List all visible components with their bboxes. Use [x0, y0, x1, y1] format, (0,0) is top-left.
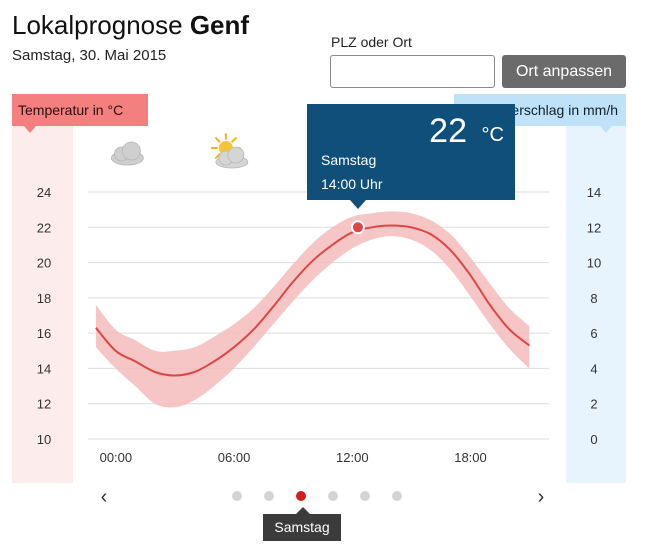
cloud-icon: [111, 141, 144, 166]
precipitation-tick-label: 2: [590, 397, 597, 412]
title-city: Genf: [189, 10, 250, 40]
time-tick-label: 00:00: [100, 450, 133, 465]
precipitation-tick-label: 12: [587, 220, 601, 235]
pagination-dot[interactable]: [232, 491, 242, 501]
temperature-tick-label: 22: [37, 220, 51, 235]
next-day-button[interactable]: ›: [537, 486, 545, 508]
temperature-tick-label: 12: [37, 397, 51, 412]
day-label-pointer: [296, 507, 310, 514]
change-location-button[interactable]: Ort anpassen: [502, 55, 626, 88]
forecast-date: Samstag, 30. Mai 2015: [12, 47, 167, 64]
title-prefix: Lokalprognose: [12, 10, 183, 40]
temperature-tooltip: 22 °C Samstag 14:00 Uhr: [307, 104, 515, 200]
precipitation-tab-pointer: [600, 126, 612, 133]
precipitation-tick-label: 8: [590, 291, 597, 306]
temperature-tick-label: 24: [37, 185, 51, 200]
temperature-tick-label: 10: [37, 432, 51, 447]
precipitation-axis-band: [566, 126, 626, 483]
tooltip-day: Samstag: [321, 152, 377, 168]
time-tick-label: 12:00: [336, 450, 369, 465]
precipitation-tick-label: 4: [590, 361, 597, 376]
tooltip-temperature-unit: °C: [481, 124, 504, 146]
pagination-dot[interactable]: [360, 491, 370, 501]
temperature-tab-pointer: [24, 126, 36, 133]
tooltip-pointer: [350, 200, 366, 209]
temperature-tick-label: 18: [37, 291, 51, 306]
pagination-dot[interactable]: [264, 491, 274, 501]
previous-day-button[interactable]: ‹: [100, 486, 108, 508]
pagination-dot[interactable]: [328, 491, 338, 501]
tooltip-temperature-value: 22: [429, 112, 467, 150]
location-input[interactable]: [330, 55, 495, 88]
temperature-line: [95, 224, 530, 377]
temperature-axis-band: [12, 126, 73, 483]
precipitation-tick-label: 14: [587, 185, 601, 200]
page-title: Lokalprognose Genf: [12, 10, 249, 41]
precipitation-tick-label: 6: [590, 326, 597, 341]
precipitation-tick-label: 10: [587, 256, 601, 271]
location-label: PLZ oder Ort: [331, 34, 412, 50]
temperature-range-band: [95, 211, 530, 408]
tooltip-time: 14:00 Uhr: [321, 176, 383, 192]
temperature-tick-label: 14: [37, 361, 51, 376]
precipitation-tick-label: 0: [590, 432, 597, 447]
time-tick-label: 18:00: [454, 450, 487, 465]
time-tick-label: 06:00: [218, 450, 251, 465]
pagination-dot[interactable]: [392, 491, 402, 501]
temperature-axis-tab: Temperatur in °C: [12, 94, 148, 126]
sun-cloud-icon: [210, 133, 249, 169]
active-day-label: Samstag: [263, 514, 341, 541]
temperature-tick-label: 16: [37, 326, 51, 341]
highlighted-temperature-point: [350, 220, 365, 235]
pagination-dot-active[interactable]: [296, 491, 306, 501]
temperature-tick-label: 20: [37, 256, 51, 271]
